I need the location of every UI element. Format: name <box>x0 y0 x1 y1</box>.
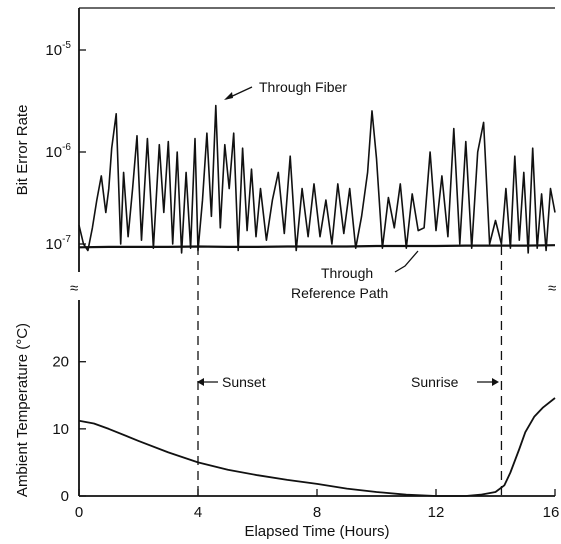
ber-series-group <box>78 104 556 254</box>
bottom-y-axis-label: Ambient Temperature (°C) <box>14 323 31 497</box>
top-y-tick-label: 10-6 <box>45 142 71 161</box>
top-y-ticks: 10-7 10-6 10-5 <box>45 40 86 253</box>
bottom-y-ticks: 0 10 20 <box>52 354 86 505</box>
label-through: Through <box>321 265 373 281</box>
top-y-axis-label: Bit Error Rate <box>14 105 31 196</box>
annotation-sunset: Sunset <box>197 374 266 390</box>
annotation-through-fiber: Through Fiber <box>224 79 347 100</box>
axis-break-right-icon: ≈ <box>548 280 556 297</box>
x-tick-label: 8 <box>313 504 321 521</box>
label-sunset: Sunset <box>222 374 266 390</box>
series-line-reference-path <box>78 244 556 249</box>
bottom-y-tick-label: 20 <box>52 354 69 371</box>
series-line-through-fiber <box>78 104 556 254</box>
x-tick-label: 4 <box>194 504 202 521</box>
x-tick-label: 0 <box>75 504 83 521</box>
x-tick-label: 12 <box>428 504 445 521</box>
x-axis-label: Elapsed Time (Hours) <box>244 523 389 540</box>
arrowhead-left-icon <box>197 378 204 386</box>
x-tick-label: 16 <box>543 504 560 521</box>
arrowhead-right-icon <box>492 378 499 386</box>
bottom-y-tick-label: 0 <box>61 488 69 505</box>
annotation-reference-path: Through Reference Path <box>291 250 419 301</box>
label-through-fiber: Through Fiber <box>259 79 347 95</box>
time-markers <box>197 246 503 496</box>
label-reference-path: Reference Path <box>291 285 388 301</box>
series-line-temperature <box>78 397 556 497</box>
bottom-panel-frame <box>78 300 555 497</box>
top-y-tick-label: 10-5 <box>45 40 71 59</box>
axis-break-left-icon: ≈ <box>70 280 78 297</box>
arrowhead-icon <box>224 92 233 100</box>
top-y-tick-label: 10-7 <box>45 234 71 253</box>
bottom-x-ticks: 0 4 8 12 16 <box>75 489 560 521</box>
top-panel-frame <box>78 7 555 272</box>
bottom-y-tick-label: 10 <box>52 421 69 438</box>
annotation-sunrise: Sunrise <box>411 374 499 390</box>
temperature-series-group <box>78 397 556 497</box>
label-sunrise: Sunrise <box>411 374 459 390</box>
